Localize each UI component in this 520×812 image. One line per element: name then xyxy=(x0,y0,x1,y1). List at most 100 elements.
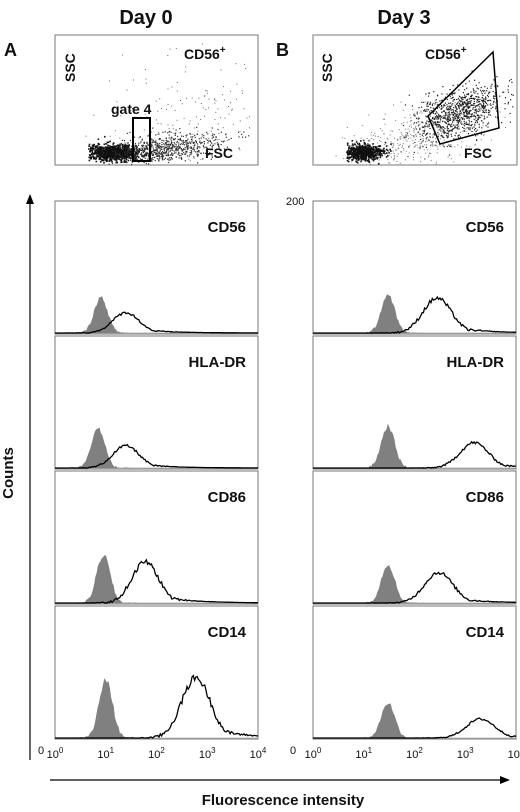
x-tick-labels: 100101102103104100101102103104 xyxy=(47,746,520,761)
scatter-dot xyxy=(428,139,430,141)
scatter-dot xyxy=(466,115,468,117)
scatter-dot xyxy=(430,152,432,154)
scatter-dot xyxy=(116,161,118,164)
scatter-dot xyxy=(410,117,412,119)
scatter-dot xyxy=(226,140,228,142)
column-title-day0: Day 0 xyxy=(119,7,172,29)
scatter-dot xyxy=(461,96,463,98)
scatter-dot xyxy=(165,143,167,145)
scatter-dot xyxy=(449,129,451,131)
scatter-dot xyxy=(160,147,162,149)
scatter-dot xyxy=(404,159,406,161)
scatter-dot xyxy=(451,104,453,106)
scatter-dot xyxy=(403,137,405,139)
scatter-dot xyxy=(454,104,456,107)
scatter-dot xyxy=(455,103,458,105)
scatter-dot xyxy=(476,104,478,107)
scatter-dot xyxy=(480,108,482,110)
scatter-dot xyxy=(489,99,491,101)
scatter-dot xyxy=(468,100,471,103)
scatter-dot xyxy=(161,148,163,150)
scatter-dot xyxy=(400,132,402,133)
scatter-dot xyxy=(469,127,471,129)
scatter-dot xyxy=(154,149,156,151)
scatter-dot xyxy=(423,126,425,128)
scatter-dot xyxy=(456,119,458,121)
scatter-dot xyxy=(363,143,366,145)
scatter-dot xyxy=(156,152,158,155)
scatter-dot xyxy=(485,96,487,98)
scatter-dot xyxy=(351,147,354,149)
scatter-dot xyxy=(435,101,437,104)
scatter-dot xyxy=(217,108,219,110)
scatter-dot xyxy=(364,160,367,162)
scatter-dot xyxy=(402,145,403,147)
scatter-dot xyxy=(457,98,460,100)
scatter-dot xyxy=(377,136,379,138)
scatter-dot xyxy=(387,138,389,140)
scatter-dot xyxy=(92,144,95,147)
scatter-dot xyxy=(164,151,166,153)
scatter-dot xyxy=(390,130,392,132)
scatter-dot xyxy=(175,129,177,131)
scatter-dot xyxy=(415,136,417,138)
scatter-dot xyxy=(96,145,99,147)
scatter-dot xyxy=(127,150,129,153)
scatter-dot xyxy=(243,131,245,133)
isotype-histogram xyxy=(55,555,258,604)
scatter-dot xyxy=(176,149,178,151)
scatter-dot xyxy=(197,123,199,125)
scatter-dot xyxy=(213,139,215,142)
scatter-dot xyxy=(164,153,166,155)
scatter-dot xyxy=(358,143,361,146)
scatter-dot xyxy=(428,135,430,137)
scatter-dot xyxy=(200,118,202,120)
scatter-dot xyxy=(364,155,366,157)
scatter-dot xyxy=(467,93,469,95)
scatter-dot xyxy=(474,144,476,146)
scatter-dot xyxy=(159,98,161,100)
scatter-dot xyxy=(162,156,164,158)
scatter-dot xyxy=(469,95,472,97)
scatter-dot xyxy=(446,93,448,95)
scatter-dot xyxy=(437,125,439,127)
scatter-dot xyxy=(443,131,445,133)
scatter-dot xyxy=(127,142,129,144)
histogram-b-cd56: CD56 xyxy=(312,200,517,335)
scatter-dot xyxy=(130,152,132,155)
scatter-dot xyxy=(121,156,124,159)
scatter-dot xyxy=(393,158,395,160)
scatter-dot xyxy=(102,153,104,155)
scatter-dot xyxy=(435,116,437,118)
scatter-dot xyxy=(461,146,462,148)
scatter-dot xyxy=(432,117,434,119)
scatter-dot xyxy=(457,104,459,106)
scatter-dot xyxy=(471,113,473,115)
scatter-dot xyxy=(91,152,93,154)
scatter-dot xyxy=(455,106,457,108)
scatter-dot xyxy=(171,141,173,143)
scatter-dot xyxy=(481,106,483,108)
scatter-dot xyxy=(488,112,490,114)
scatter-dot xyxy=(245,136,247,138)
scatter-dot xyxy=(211,146,213,148)
scatter-dot xyxy=(171,158,173,160)
scatter-dot xyxy=(343,158,345,160)
scatter-dot xyxy=(379,147,381,149)
scatter-dot xyxy=(449,118,451,120)
scatter-dot xyxy=(123,149,125,152)
scatter-dot xyxy=(481,131,483,133)
scatter-dot xyxy=(463,111,465,113)
scatter-dot xyxy=(145,162,147,165)
scatter-dot xyxy=(113,145,115,147)
scatter-dot xyxy=(190,147,192,149)
scatter-dot xyxy=(201,135,203,137)
scatter-dot xyxy=(485,102,488,105)
scatter-dot xyxy=(446,104,448,106)
scatter-dot xyxy=(207,142,209,144)
scatter-dot xyxy=(150,150,153,153)
scatter-dot xyxy=(159,138,161,140)
scatter-dot xyxy=(452,84,454,86)
scatter-dot xyxy=(212,135,214,137)
scatter-dot xyxy=(435,141,437,143)
